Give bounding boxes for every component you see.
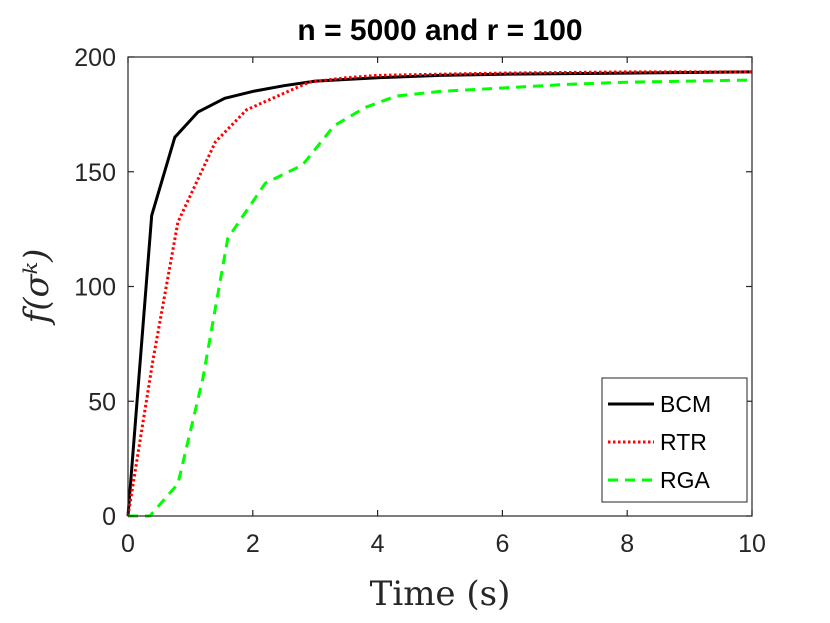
legend-label-rga: RGA	[660, 467, 711, 493]
x-tick-label: 6	[495, 530, 509, 558]
legend-label-bcm: BCM	[660, 391, 711, 417]
x-tick-label: 2	[246, 530, 260, 558]
plot-frame	[127, 56, 753, 517]
y-tick-label: 50	[88, 388, 116, 416]
y-tick-label: 0	[102, 503, 116, 531]
series-layer	[126, 70, 753, 518]
y-tick-label: 150	[74, 159, 116, 187]
x-tick-label: 10	[738, 530, 766, 558]
x-axis-label: Time (s)	[370, 574, 511, 614]
y-axis-label: f(σᵏ)	[17, 249, 57, 327]
y-tick-label: 200	[74, 44, 116, 72]
x-tick-label: 8	[620, 530, 634, 558]
legend: BCM RTR RGA	[601, 377, 748, 503]
chart-title: n = 5000 and r = 100	[297, 14, 582, 47]
legend-label-rtr: RTR	[660, 429, 707, 455]
x-tick-label: 0	[121, 530, 135, 558]
y-tick-label: 100	[74, 274, 116, 302]
series-line-bcm	[126, 70, 753, 517]
x-tick-label: 4	[371, 530, 385, 558]
